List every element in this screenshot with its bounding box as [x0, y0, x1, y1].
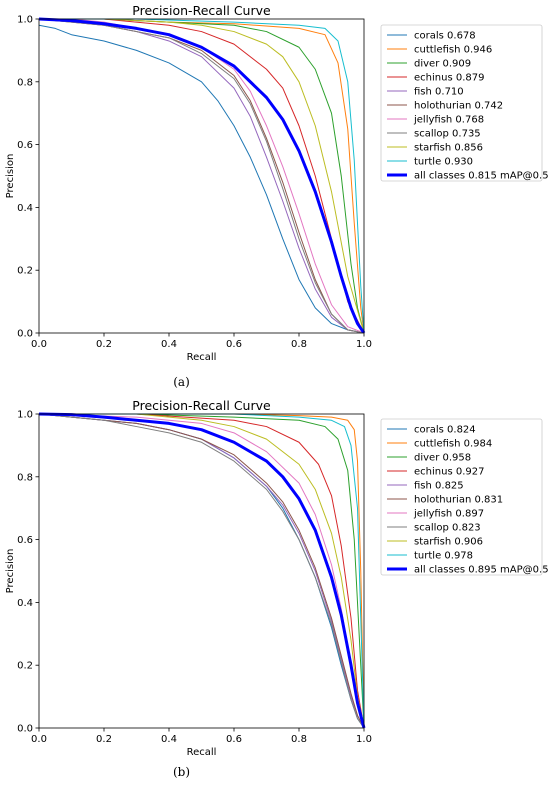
- series-line-9: [39, 18, 365, 333]
- y-tick-label: 0.6: [17, 140, 33, 151]
- series-lines: [39, 17, 366, 333]
- plot-frame: [38, 18, 365, 334]
- panel-b: Precision-Recall Curve 0.0 0.2 0.4 0.6 0.8 1.0…: [5, 398, 549, 779]
- y-tick-label: 1.0: [17, 15, 33, 26]
- panel-a: Precision-Recall Curve 0.0 0.2 0.4 0.6 0.8 1.0…: [5, 3, 549, 389]
- series-line-8: [39, 18, 365, 333]
- legend-entry: turtle 0.930: [414, 157, 473, 168]
- y-tick-label: 1.0: [17, 410, 33, 421]
- y-tick-label: 0.4: [17, 598, 33, 609]
- series-line-6: [39, 413, 365, 728]
- panel-caption: (a): [173, 375, 190, 389]
- legend-entry: echinus 0.927: [414, 467, 484, 478]
- legend-entry: corals 0.678: [414, 31, 476, 42]
- legend-entry: fish 0.710: [414, 87, 464, 98]
- series-line-3: [39, 413, 365, 728]
- series-line-11: [39, 17, 366, 333]
- chart-title: Precision-Recall Curve: [132, 3, 271, 18]
- legend-entry: scallop 0.735: [414, 129, 481, 140]
- y-tick-label: 0.6: [17, 535, 33, 546]
- series-line-8: [39, 413, 365, 728]
- y-axis-label: Precision: [5, 154, 16, 199]
- x-tick-label: 1.0: [356, 734, 372, 745]
- y-tick-label: 0.2: [17, 266, 33, 277]
- x-tick-label: 0.8: [291, 339, 307, 350]
- x-tick-label: 0.0: [31, 339, 47, 350]
- x-tick-label: 0.6: [226, 339, 242, 350]
- x-tick-label: 0.6: [226, 734, 242, 745]
- plot-frame: [38, 413, 365, 729]
- series-line-4: [39, 413, 365, 728]
- chart-title: Precision-Recall Curve: [132, 398, 271, 413]
- legend-entry: fish 0.825: [414, 481, 464, 492]
- panel-caption: (b): [173, 765, 190, 779]
- legend-entry: turtle 0.978: [414, 551, 473, 562]
- legend-entry: jellyfish 0.768: [413, 115, 484, 126]
- x-axis-label: Recall: [187, 747, 217, 758]
- series-lines: [39, 412, 366, 728]
- series-line-9: [39, 413, 365, 728]
- legend-entry: diver 0.958: [414, 453, 471, 464]
- x-tick-label: 0.4: [161, 734, 177, 745]
- y-tick-label: 0.0: [17, 329, 33, 340]
- legend-entry: holothurian 0.831: [414, 495, 503, 506]
- legend-entry: echinus 0.879: [414, 73, 484, 84]
- y-tick-label: 0.4: [17, 203, 33, 214]
- x-tick-label: 0.2: [96, 339, 112, 350]
- y-tick-label: 0.8: [17, 472, 33, 483]
- y-tick-label: 0.2: [17, 661, 33, 672]
- x-tick-label: 0.8: [291, 734, 307, 745]
- legend-entry: starfish 0.906: [414, 537, 483, 548]
- legend-entry: holothurian 0.742: [414, 101, 503, 112]
- x-axis-label: Recall: [187, 352, 217, 363]
- legend-entry: all classes 0.815 mAP@0.5: [414, 171, 549, 182]
- legend-entry: starfish 0.856: [414, 143, 483, 154]
- x-tick-label: 0.4: [161, 339, 177, 350]
- legend-entry: diver 0.909: [414, 59, 471, 70]
- legend-entry: cuttlefish 0.946: [414, 45, 492, 56]
- series-line-1: [39, 24, 365, 333]
- series-line-11: [39, 412, 366, 728]
- series-line-4: [39, 18, 365, 333]
- legend-entry: corals 0.824: [414, 425, 476, 436]
- y-tick-label: 0.0: [17, 724, 33, 735]
- legend-box: [380, 24, 543, 182]
- x-tick-label: 1.0: [356, 339, 372, 350]
- legend-entry: cuttlefish 0.984: [414, 439, 492, 450]
- series-line-10: [39, 18, 365, 333]
- legend-entry: jellyfish 0.897: [413, 509, 484, 520]
- x-tick-label: 0.2: [96, 734, 112, 745]
- legend-entry: scallop 0.823: [414, 523, 481, 534]
- legend-entry: all classes 0.895 mAP@0.5: [414, 565, 549, 576]
- legend-box: [380, 418, 543, 576]
- y-tick-label: 0.8: [17, 77, 33, 88]
- legend: corals 0.678 cuttlefish 0.946 diver 0.909 e…: [380, 24, 549, 182]
- legend: corals 0.824 cuttlefish 0.984 diver 0.958 e…: [380, 418, 549, 576]
- x-tick-label: 0.0: [31, 734, 47, 745]
- y-axis-label: Precision: [5, 549, 16, 594]
